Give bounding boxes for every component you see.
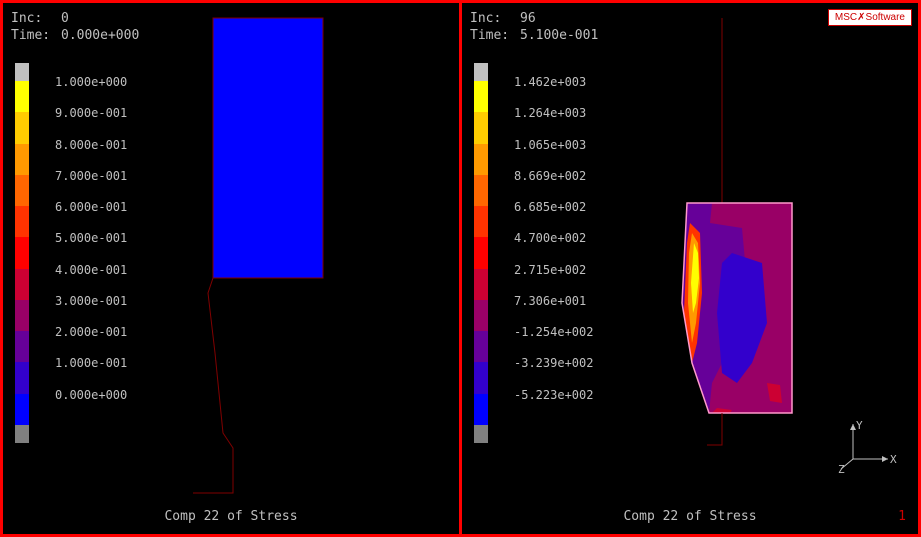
legend-label: 3.000e-001: [55, 294, 127, 308]
legend-label: 1.000e+000: [55, 75, 127, 89]
legend-segment: [474, 112, 488, 143]
legend-segment: [474, 81, 488, 112]
legend-label: 1.462e+003: [514, 75, 586, 89]
legend-segment: [474, 144, 488, 175]
time-label: Time:: [470, 28, 520, 45]
legend-label: -5.223e+002: [514, 388, 593, 402]
legend-label: -3.239e+002: [514, 356, 593, 370]
legend-label: 4.700e+002: [514, 231, 586, 245]
legend-segment: [474, 331, 488, 362]
axis-z-label: Z: [838, 463, 845, 474]
legend-label: 2.000e-001: [55, 325, 127, 339]
legend-segment: [474, 362, 488, 393]
legend-left: 1.000e+0009.000e-0018.000e-0017.000e-001…: [15, 63, 29, 443]
time-value: 0.000e+000: [61, 28, 139, 45]
legend-segment: [15, 237, 29, 268]
legend-segment: [15, 206, 29, 237]
legend-segment: [15, 331, 29, 362]
inc-value: 96: [520, 11, 536, 28]
legend-label: 9.000e-001: [55, 106, 127, 120]
time-value: 5.100e-001: [520, 28, 598, 45]
legend-segment: [15, 81, 29, 112]
stress-plot-left: [153, 3, 453, 503]
header-left: Inc:0 Time:0.000e+000: [11, 11, 139, 45]
legend-segment: [15, 362, 29, 393]
legend-segment: [474, 206, 488, 237]
axis-triad: X Y Z: [838, 419, 898, 474]
inc-label: Inc:: [470, 11, 520, 28]
header-right: Inc:96 Time:5.100e-001: [470, 11, 598, 45]
legend-segment: [15, 269, 29, 300]
legend-label: 5.000e-001: [55, 231, 127, 245]
legend-label: 6.000e-001: [55, 200, 127, 214]
legend-label: 8.669e+002: [514, 169, 586, 183]
axis-x-label: X: [890, 453, 897, 466]
legend-label: 6.685e+002: [514, 200, 586, 214]
legend-segment: [474, 237, 488, 268]
time-label: Time:: [11, 28, 61, 45]
inc-value: 0: [61, 11, 69, 28]
axis-y-label: Y: [856, 419, 863, 432]
legend-segment: [474, 300, 488, 331]
inc-label: Inc:: [11, 11, 61, 28]
footer-left: Comp 22 of Stress: [3, 509, 459, 524]
legend-label: -1.254e+002: [514, 325, 593, 339]
legend-segment: [15, 144, 29, 175]
panel-left: Inc:0 Time:0.000e+000 1.000e+0009.000e-0…: [3, 3, 462, 534]
legend-segment: [15, 112, 29, 143]
legend-segment: [15, 175, 29, 206]
page-number: 1: [898, 509, 906, 524]
legend-segment: [474, 394, 488, 425]
legend-label: 2.715e+002: [514, 263, 586, 277]
canvas-left: [153, 3, 459, 494]
panel-right: Inc:96 Time:5.100e-001 MSC✗Software 1.46…: [462, 3, 918, 534]
legend-label: 4.000e-001: [55, 263, 127, 277]
legend-label: 8.000e-001: [55, 138, 127, 152]
legend-segment: [15, 394, 29, 425]
legend-segment: [474, 175, 488, 206]
legend-label: 1.000e-001: [55, 356, 127, 370]
legend-label: 1.065e+003: [514, 138, 586, 152]
legend-label: 1.264e+003: [514, 106, 586, 120]
footer-right: Comp 22 of Stress: [462, 509, 918, 524]
legend-label: 0.000e+000: [55, 388, 127, 402]
legend-label: 7.000e-001: [55, 169, 127, 183]
legend-segment: [474, 269, 488, 300]
legend-label: 7.306e+001: [514, 294, 586, 308]
legend-right: 1.462e+0031.264e+0031.065e+0038.669e+002…: [474, 63, 488, 443]
legend-segment: [15, 300, 29, 331]
